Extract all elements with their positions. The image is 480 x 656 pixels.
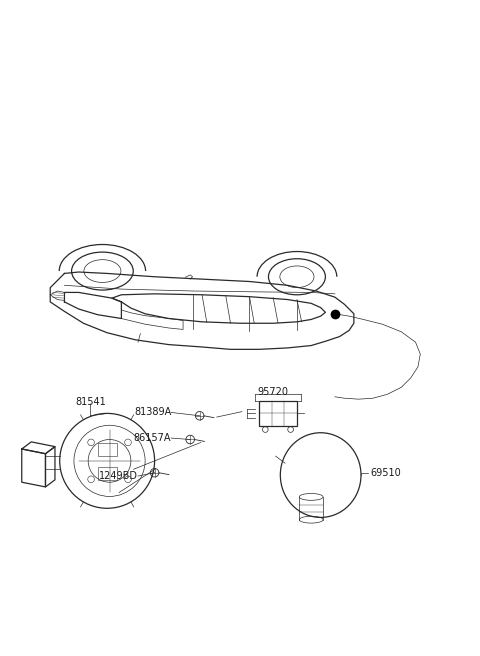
Bar xyxy=(97,466,117,480)
Text: 69510: 69510 xyxy=(371,468,401,478)
Text: 1249BD: 1249BD xyxy=(99,471,138,481)
Text: 95720: 95720 xyxy=(258,387,288,397)
Text: 81541: 81541 xyxy=(75,396,106,407)
Text: 86157A: 86157A xyxy=(134,433,171,443)
Bar xyxy=(97,443,117,456)
Bar xyxy=(259,401,297,426)
Text: 81389A: 81389A xyxy=(134,407,171,417)
